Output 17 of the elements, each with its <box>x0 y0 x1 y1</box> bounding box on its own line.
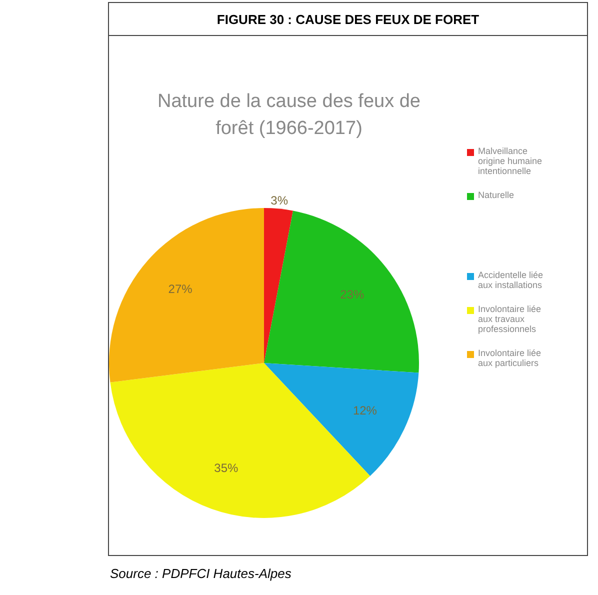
data-label: 35% <box>214 461 239 475</box>
data-label: 3% <box>270 194 288 208</box>
pie-slice <box>109 208 264 382</box>
data-label: 23% <box>340 288 365 302</box>
pie-slice <box>264 210 419 373</box>
chart-subtitle: Nature de la cause des feux de forêt (1966-2017) <box>156 90 422 141</box>
pie-slice <box>264 363 419 476</box>
data-label: 12% <box>352 404 378 418</box>
source-note: Source : PDPFCI Hautes-Alpes <box>110 566 292 581</box>
legend-label: Malveillance origine humaine intentionnelle <box>478 146 544 176</box>
legend-label: Accidentelle liée aux installations <box>478 270 544 290</box>
chart-title: FIGURE 30 : CAUSE DES FEUX DE FORET <box>109 3 587 36</box>
pie-slice <box>264 208 294 363</box>
data-label: 27% <box>168 282 193 296</box>
legend-label: Involontaire liée aux travaux professionnels <box>478 304 542 334</box>
legend-label: Naturelle <box>478 190 514 200</box>
legend-label: Involontaire liée aux particuliers <box>478 348 542 368</box>
